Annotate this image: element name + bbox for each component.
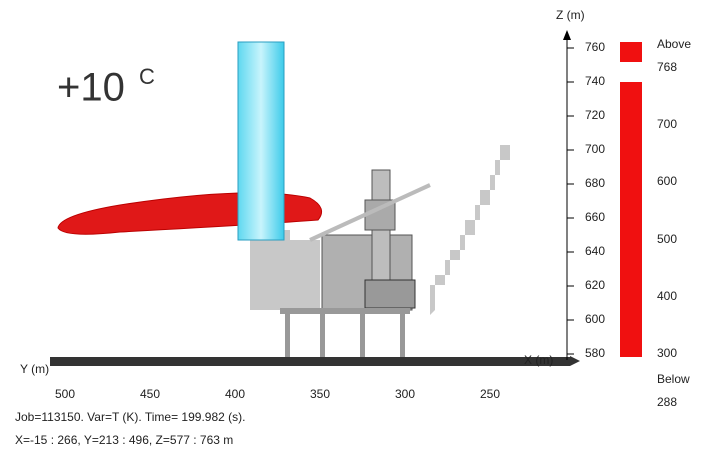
footer-line: X=-15 : 266, Y=213 : 496, Z=577 : 763 m <box>15 433 233 447</box>
y-tick-label: 250 <box>480 387 500 401</box>
legend-label: 500 <box>657 232 677 246</box>
legend-label: 400 <box>657 289 677 303</box>
annotation-sup: C <box>139 64 155 89</box>
legend-label: 300 <box>657 346 677 360</box>
z-tick-label: 660 <box>585 210 605 224</box>
x-axis-label: X (m) <box>524 353 553 367</box>
annotation: +10 <box>57 66 125 110</box>
y-tick-label: 400 <box>225 387 245 401</box>
legend-label: 288 <box>657 395 677 409</box>
y-tick-label: 450 <box>140 387 160 401</box>
z-tick-label: 620 <box>585 278 605 292</box>
generated: 760 740 720 700 680 660 640 620 600 580 500 450 400 3… <box>55 37 691 409</box>
legend-label: Above <box>657 37 691 51</box>
z-tick-label: 680 <box>585 176 605 190</box>
legend-above <box>620 42 642 62</box>
platform <box>250 145 510 360</box>
y-tick-label: 300 <box>395 387 415 401</box>
legend-label: 600 <box>657 174 677 188</box>
y-tick-label: 500 <box>55 387 75 401</box>
legend-bar <box>620 82 642 357</box>
legend-label: 700 <box>657 117 677 131</box>
z-axis-arrow <box>563 30 571 40</box>
legend-label: Below <box>657 372 690 386</box>
y-tick-label: 350 <box>310 387 330 401</box>
y-axis-label: Y (m) <box>20 362 49 376</box>
z-tick-label: 720 <box>585 108 605 122</box>
floor-arrow <box>570 356 580 366</box>
stack <box>237 41 285 241</box>
z-tick-label: 640 <box>585 244 605 258</box>
z-tick-label: 700 <box>585 142 605 156</box>
floor <box>50 357 570 366</box>
z-tick-label: 580 <box>585 346 605 360</box>
z-axis-label: Z (m) <box>556 8 585 22</box>
legend-label: 768 <box>657 60 677 74</box>
z-tick-label: 760 <box>585 40 605 54</box>
z-tick-label: 600 <box>585 312 605 326</box>
footer-line: Job=113150. Var=T (K). Time= 199.982 (s)… <box>15 410 245 424</box>
z-tick-label: 740 <box>585 74 605 88</box>
